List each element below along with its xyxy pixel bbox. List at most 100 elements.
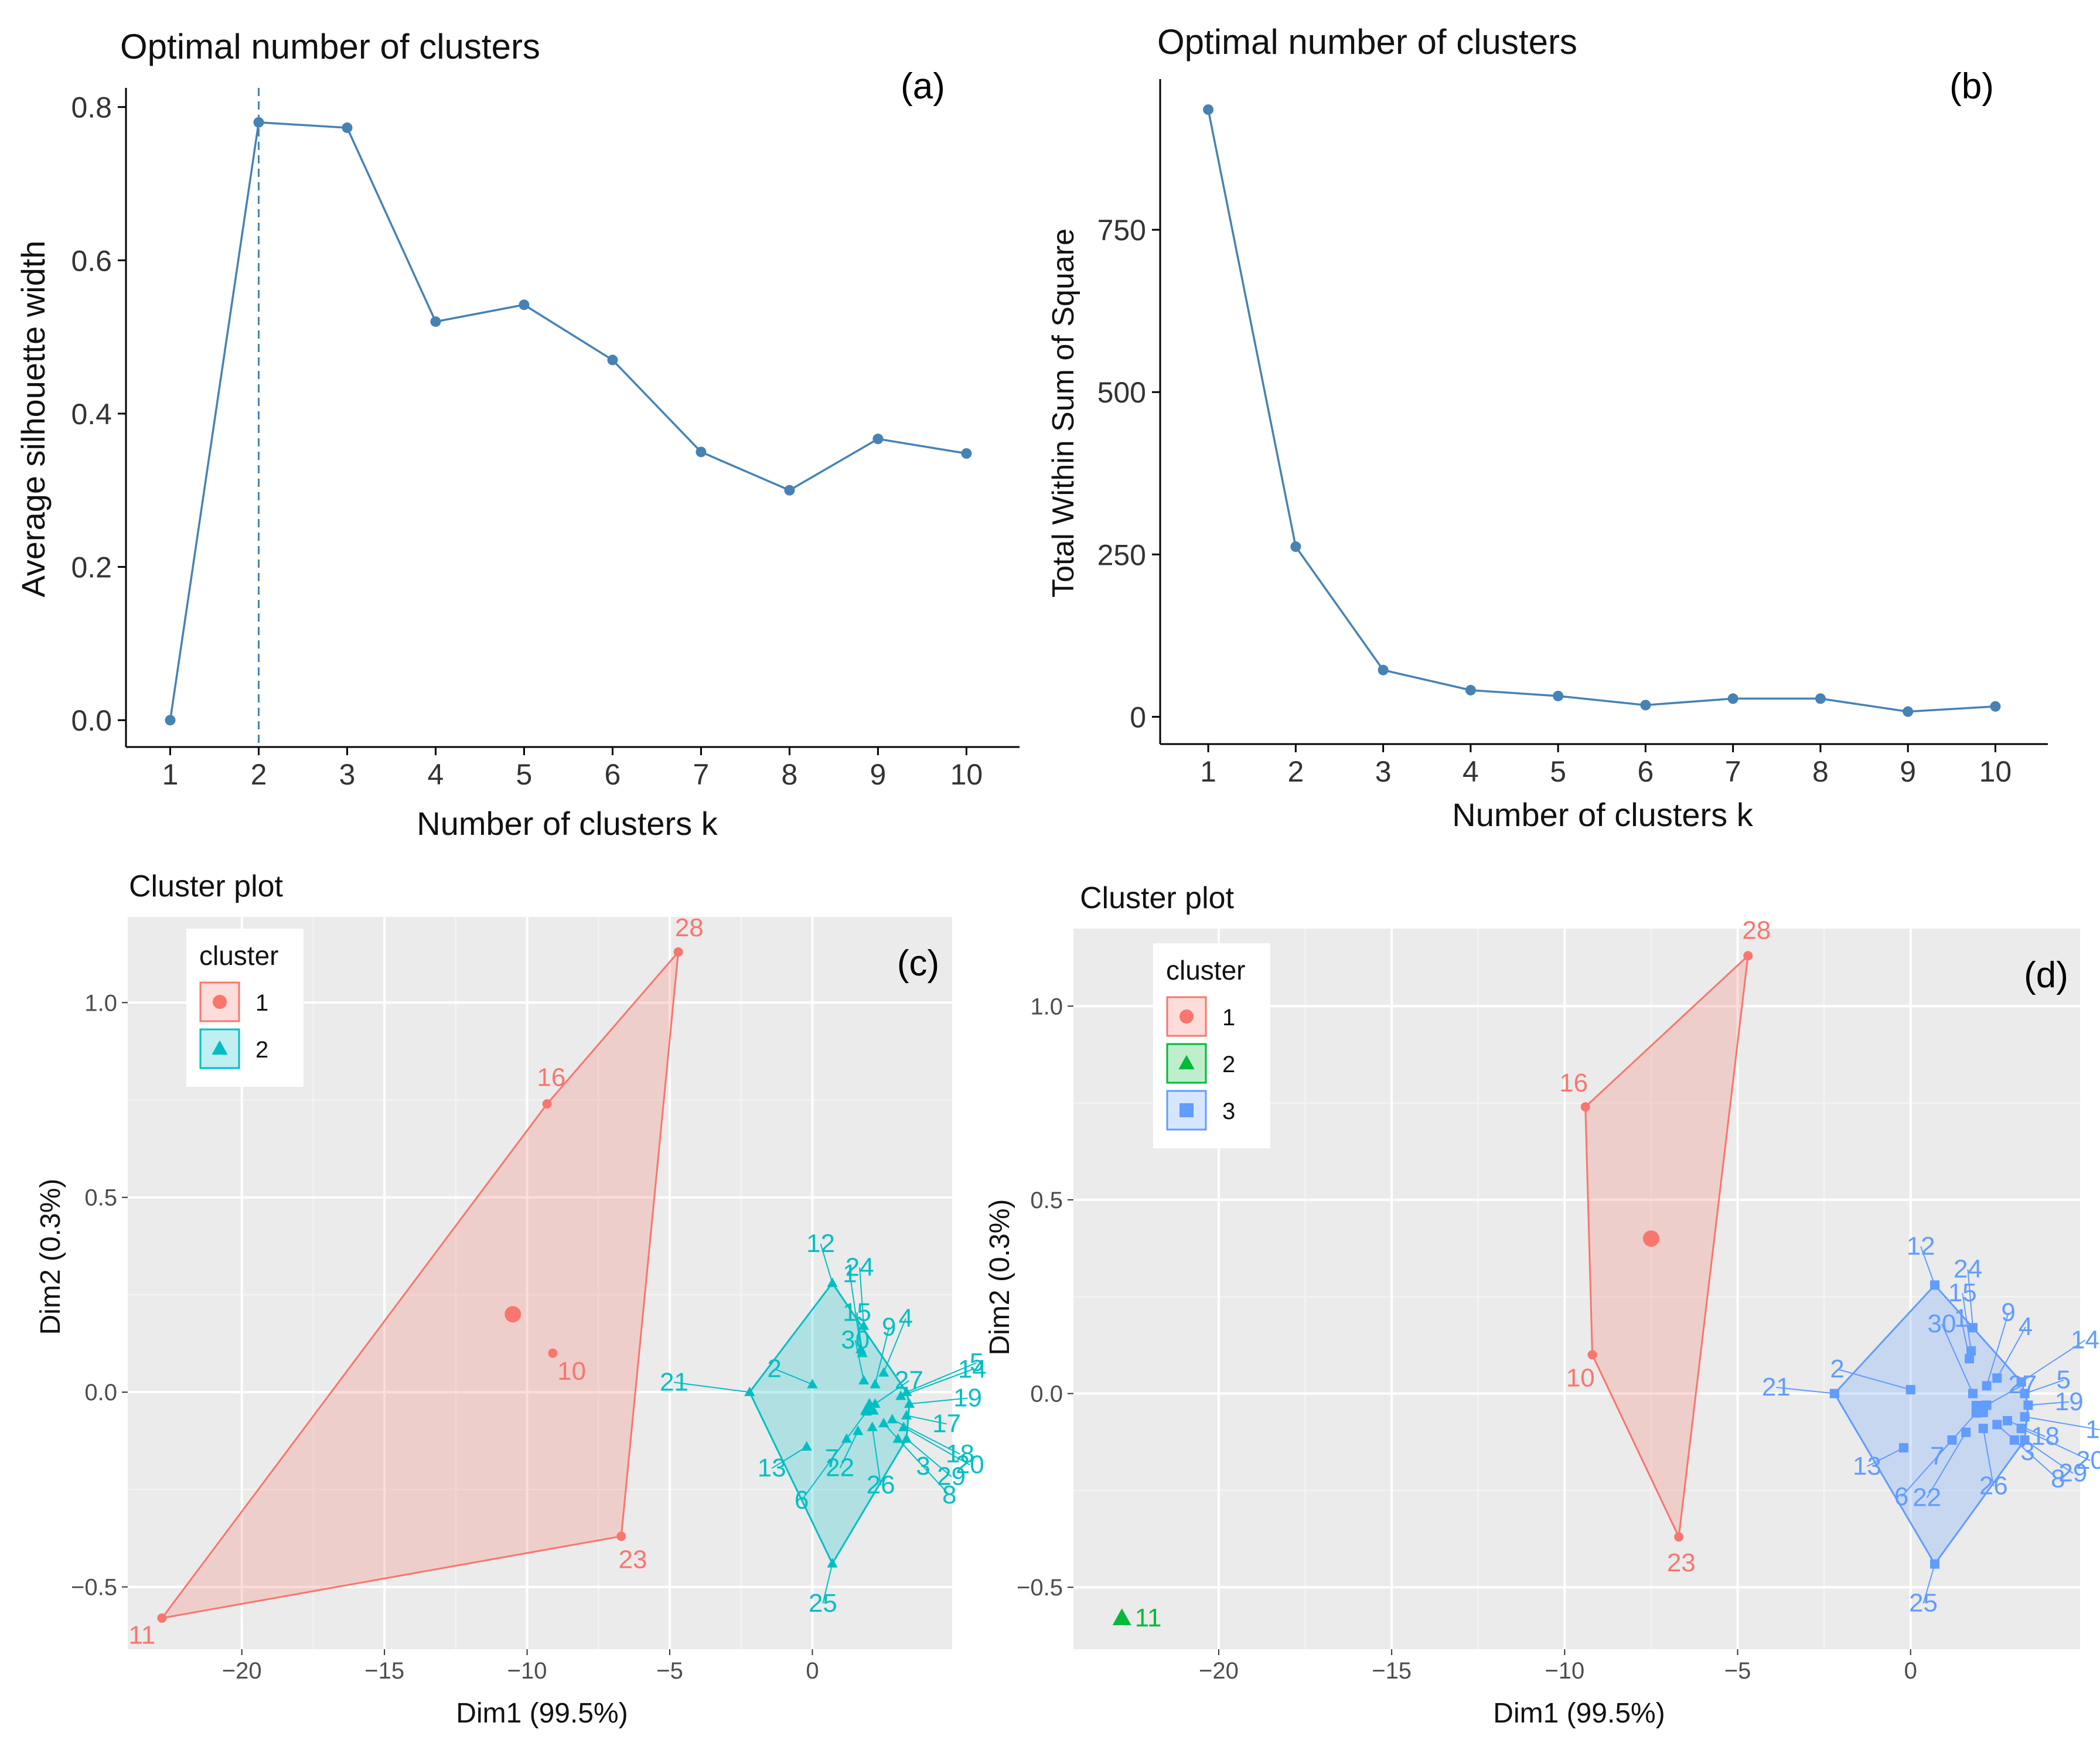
- x-tick-label: 9: [1900, 755, 1916, 788]
- x-tick-label: −10: [1545, 1658, 1584, 1684]
- label-leader-line: [1960, 1318, 1971, 1359]
- data-point: [1903, 706, 1914, 717]
- cluster-3-center: [1971, 1401, 1988, 1417]
- panel-b-title: Optimal number of clusters: [1157, 22, 1577, 62]
- point-label: 10: [557, 1357, 586, 1386]
- y-tick-label: 0.5: [1030, 1188, 1063, 1213]
- point-label: 20: [2076, 1446, 2100, 1475]
- label-leader-line: [906, 1362, 977, 1393]
- label-leader-line: [2024, 1379, 2064, 1394]
- point-label: 9: [2001, 1298, 2015, 1327]
- point-label: 5: [2056, 1366, 2070, 1394]
- label-leader-line: [2007, 1420, 2046, 1437]
- x-tick-label: −20: [1199, 1658, 1239, 1684]
- data-point: [1990, 701, 2001, 712]
- x-tick-label: 6: [1637, 755, 1654, 788]
- label-leader-line: [906, 1415, 947, 1425]
- x-tick-label: −15: [364, 1658, 404, 1684]
- cluster-1-point: [157, 1613, 167, 1623]
- panel-a-xlabel: Number of clusters k: [417, 805, 718, 842]
- panel-c-ylabel: Dim2 (0.3%): [35, 1179, 66, 1335]
- legend-label: 1: [1222, 1005, 1235, 1031]
- point-label: 4: [2019, 1312, 2033, 1341]
- point-label: 10: [1566, 1364, 1595, 1393]
- label-leader-line: [849, 1274, 862, 1350]
- x-tick-label: 1: [1200, 755, 1216, 788]
- data-point: [961, 448, 972, 459]
- data-point: [1203, 104, 1214, 115]
- data-point: [607, 354, 618, 366]
- label-leader-line: [1962, 1292, 1972, 1351]
- panel-d-ylabel: Dim2 (0.3%): [984, 1199, 1015, 1356]
- label-leader-line: [1982, 1428, 1995, 1486]
- panel-a-ylabel: Average silhouette width: [15, 240, 52, 597]
- point-label: 18: [946, 1440, 974, 1468]
- point-label: 15: [1948, 1278, 1977, 1307]
- point-label: 6: [795, 1486, 809, 1515]
- label-leader-line: [859, 1267, 865, 1326]
- label-leader-line: [874, 1327, 890, 1385]
- cluster-2-center: [1112, 1608, 1131, 1625]
- label-leader-line: [674, 1382, 750, 1393]
- label-leader-line: [901, 1369, 973, 1397]
- legend-label: 2: [255, 1037, 268, 1063]
- x-tick-label: 5: [516, 758, 533, 791]
- point-label: 17: [932, 1409, 961, 1438]
- panel-b-wss-chart: Optimal number of clusters (b) Number of…: [1046, 22, 2048, 833]
- y-tick-label: −0.5: [71, 1575, 117, 1601]
- label-leader-line: [854, 1340, 865, 1381]
- panel-b-label: (b): [1949, 66, 1994, 107]
- y-tick-label: 1.0: [84, 990, 117, 1016]
- x-tick-label: −20: [222, 1658, 262, 1684]
- y-tick-label: 0.2: [71, 551, 112, 584]
- legend-title: cluster: [1166, 955, 1245, 985]
- y-tick-label: 500: [1097, 376, 1146, 409]
- label-leader-line: [771, 1446, 807, 1469]
- point-label: 26: [1979, 1472, 2008, 1500]
- y-tick-label: 0.5: [84, 1185, 117, 1211]
- y-tick-label: 0.0: [1030, 1382, 1063, 1407]
- label-leader-line: [856, 1312, 863, 1353]
- x-tick-label: 8: [1812, 755, 1829, 788]
- x-tick-label: 0: [806, 1658, 819, 1684]
- point-label: 1: [843, 1259, 857, 1288]
- point-label: 29: [2058, 1459, 2087, 1488]
- x-tick-label: 4: [428, 758, 444, 791]
- label-leader-line: [1776, 1386, 1835, 1394]
- point-label: 27: [895, 1366, 923, 1395]
- label-leader-line: [871, 1427, 882, 1486]
- panel-letter: (c): [897, 943, 939, 984]
- cluster-2-point: [892, 1433, 904, 1443]
- label-leader-line: [801, 1438, 847, 1501]
- label-leader-line: [2028, 1401, 2070, 1406]
- data-point: [1465, 685, 1476, 696]
- data-point: [1553, 690, 1564, 701]
- x-tick-label: 6: [605, 758, 621, 791]
- point-label: 22: [1912, 1483, 1941, 1512]
- point-label: 15: [843, 1298, 871, 1326]
- cluster-2-point: [895, 1390, 906, 1400]
- point-label: 1: [1954, 1304, 1968, 1332]
- label-leader-line: [874, 1380, 909, 1404]
- point-label: 16: [537, 1063, 565, 1092]
- x-tick-label: 7: [1725, 755, 1741, 788]
- x-tick-label: 5: [1550, 755, 1566, 788]
- x-tick-label: 3: [339, 758, 356, 791]
- cluster-1-point: [1587, 1350, 1597, 1360]
- label-leader-line: [2014, 1440, 2058, 1480]
- point-label: 2: [1830, 1355, 1844, 1383]
- point-label: 19: [953, 1383, 982, 1412]
- label-leader-line: [1922, 1564, 1936, 1604]
- panel-b-xlabel: Number of clusters k: [1452, 796, 1753, 833]
- data-point: [1290, 541, 1301, 552]
- series-line: [1207, 109, 1996, 713]
- legend-marker-2: [1178, 1055, 1195, 1070]
- panel-c-cluster-plot: Cluster plot Dim1 (99.5%) Dim2 (0.3%) −2…: [35, 869, 987, 1729]
- point-label: 27: [2008, 1370, 2037, 1399]
- cluster-2-point: [807, 1379, 818, 1389]
- cluster-2-point: [827, 1558, 838, 1568]
- point-label: 2: [767, 1354, 781, 1383]
- point-label: 21: [660, 1367, 688, 1396]
- cluster-2-point: [901, 1410, 912, 1420]
